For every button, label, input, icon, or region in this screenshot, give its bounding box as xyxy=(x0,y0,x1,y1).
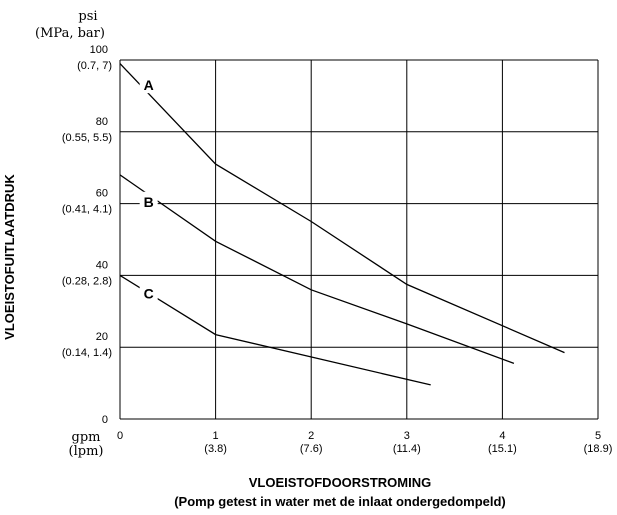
x-tick-label: 4 xyxy=(499,430,505,442)
series-labels: A B C xyxy=(139,75,158,302)
series-lines xyxy=(119,63,565,386)
y-tick-sublabel: (0.28, 2.8) xyxy=(62,275,112,287)
y-tick-label: 100 xyxy=(90,44,108,56)
x-axis-ticks: 0 1(3.8) 2(7.6) 3(11.4) 4(15.1) 5(18.9) xyxy=(117,430,612,455)
series-line-a xyxy=(119,63,565,354)
series-label-c: C xyxy=(144,285,154,301)
x-tick-label: 3 xyxy=(404,430,410,442)
x-axis-sublabel: (Pomp getest in water met de inlaat onde… xyxy=(174,494,506,509)
series-label-background xyxy=(139,283,158,302)
x-tick-sublabel: (3.8) xyxy=(204,443,227,455)
y-axis-label: VLOEISTOFUITLAATDRUK xyxy=(2,174,17,340)
x-tick-sublabel: (11.4) xyxy=(393,443,421,455)
series-line-b xyxy=(119,174,515,365)
chart-grid xyxy=(119,59,599,420)
y-tick-label: 80 xyxy=(96,116,108,128)
y-tick-label: 0 xyxy=(102,414,108,426)
x-tick-sublabel: (15.1) xyxy=(488,443,517,455)
y-tick-label: 40 xyxy=(96,259,108,271)
y-unit-primary: psi xyxy=(78,9,97,24)
x-unit-secondary: (lpm) xyxy=(69,444,104,459)
y-tick-sublabel: (0.14, 1.4) xyxy=(62,347,112,359)
x-tick-label: 1 xyxy=(213,430,219,442)
series-label-b: B xyxy=(144,194,154,210)
series-line-c xyxy=(119,274,431,386)
series-label-background xyxy=(139,75,158,94)
y-tick-label: 20 xyxy=(96,331,108,343)
series-label-a: A xyxy=(144,77,154,93)
y-tick-sublabel: (0.7, 7) xyxy=(77,60,112,72)
x-axis-label: VLOEISTOFDOORSTROMING xyxy=(249,475,432,490)
y-unit-secondary: (MPa, bar) xyxy=(35,26,105,41)
y-axis-ticks: 0 20 (0.14, 1.4) 40 (0.28, 2.8) 60 (0.41, 4.1)… xyxy=(62,44,112,426)
x-tick-sublabel: (7.6) xyxy=(300,443,323,455)
x-tick-label: 0 xyxy=(117,430,123,442)
y-tick-sublabel: (0.41, 4.1) xyxy=(62,204,112,216)
x-tick-label: 5 xyxy=(595,430,601,442)
y-tick-sublabel: (0.55, 5.5) xyxy=(62,132,112,144)
x-unit-primary: gpm xyxy=(72,430,101,445)
y-tick-label: 60 xyxy=(96,188,108,200)
x-tick-label: 2 xyxy=(308,430,314,442)
series-label-background xyxy=(139,191,158,210)
x-tick-sublabel: (18.9) xyxy=(584,443,613,455)
